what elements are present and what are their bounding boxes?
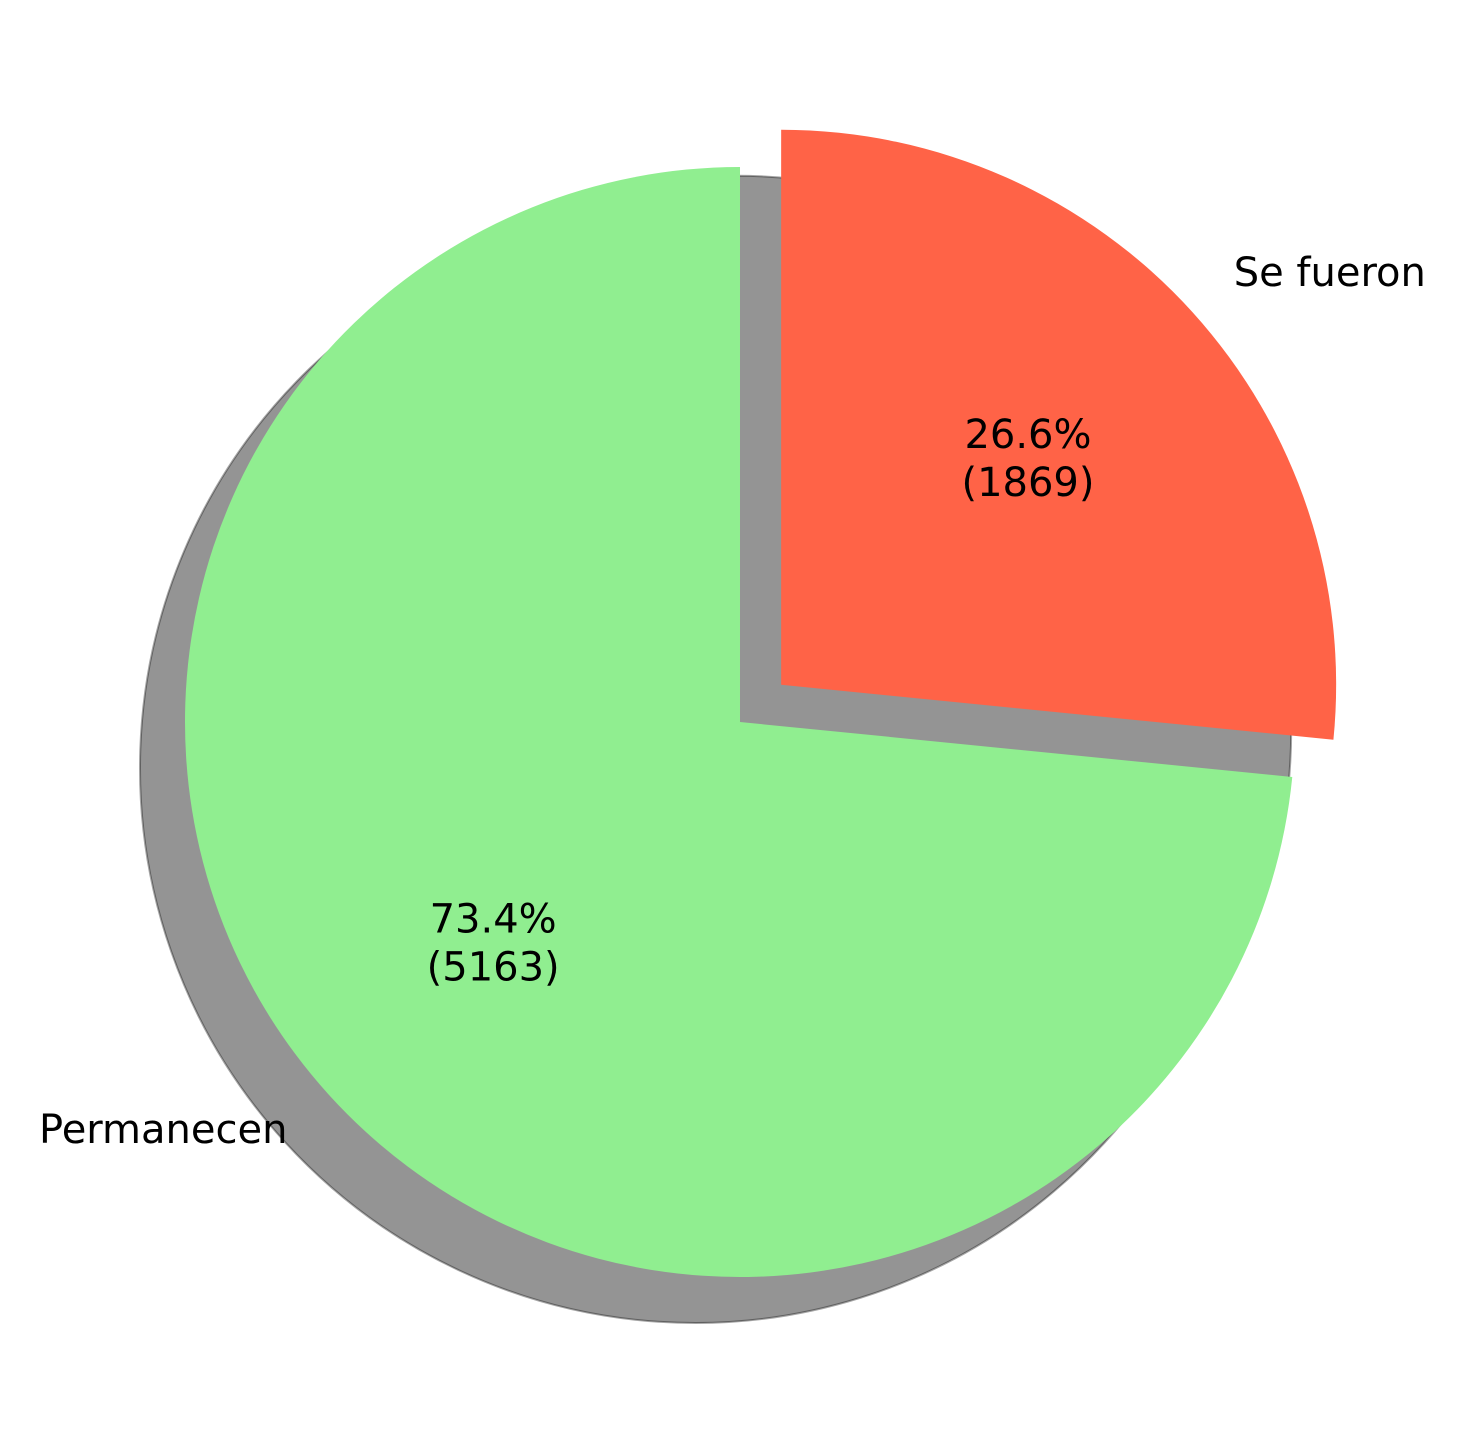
slice-count-permanecen: (5163): [427, 945, 560, 991]
slice-se-fueron: [781, 129, 1337, 740]
slice-permanecen: [185, 167, 1293, 1277]
slice-percent-se-fueron: 26.6%: [964, 412, 1091, 458]
pie-labels: Se fueron 26.6%(1869) Permanecen 73.4%(5163…: [39, 250, 1426, 1153]
slice-label-permanecen: Permanecen: [39, 1107, 287, 1153]
pie-slices: [185, 129, 1337, 1277]
slice-count-se-fueron: (1869): [961, 460, 1094, 506]
slice-percent-permanecen: 73.4%: [430, 897, 557, 943]
slice-label-se-fueron: Se fueron: [1234, 250, 1426, 296]
